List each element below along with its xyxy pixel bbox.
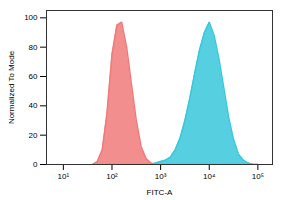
svg-text:100: 100 <box>24 13 38 22</box>
svg-text:40: 40 <box>29 101 38 110</box>
svg-text:60: 60 <box>29 72 38 81</box>
svg-text:80: 80 <box>29 43 38 52</box>
svg-text:Normalized To Mode: Normalized To Mode <box>7 50 16 124</box>
svg-text:10²: 10² <box>106 172 118 181</box>
svg-text:0: 0 <box>33 160 38 169</box>
svg-text:20: 20 <box>29 131 38 140</box>
svg-text:FITC-A: FITC-A <box>147 188 173 197</box>
svg-text:10⁵: 10⁵ <box>252 172 264 181</box>
svg-text:10¹: 10¹ <box>58 172 70 181</box>
svg-text:10³: 10³ <box>155 172 167 181</box>
svg-text:10⁴: 10⁴ <box>203 172 216 181</box>
